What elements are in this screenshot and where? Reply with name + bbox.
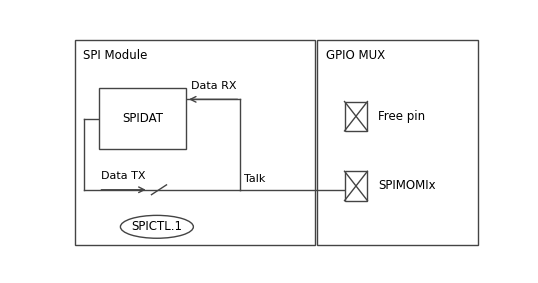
Text: Data TX: Data TX	[101, 171, 145, 181]
Bar	[344, 171, 367, 201]
Text: SPIMOMIx: SPIMOMIx	[378, 179, 435, 192]
Text: Data RX: Data RX	[190, 81, 236, 91]
Text: SPIDAT: SPIDAT	[122, 112, 163, 125]
Text: GPIO MUX: GPIO MUX	[326, 49, 385, 62]
Ellipse shape	[121, 215, 193, 238]
Text: SPICTL.1: SPICTL.1	[131, 220, 182, 233]
Text: SPI Module: SPI Module	[83, 49, 147, 62]
Text: Free pin: Free pin	[378, 110, 425, 123]
Bar	[344, 102, 367, 131]
Bar	[98, 88, 186, 149]
Text: Talk: Talk	[244, 174, 266, 184]
Bar	[75, 40, 315, 245]
Bar	[317, 40, 478, 245]
